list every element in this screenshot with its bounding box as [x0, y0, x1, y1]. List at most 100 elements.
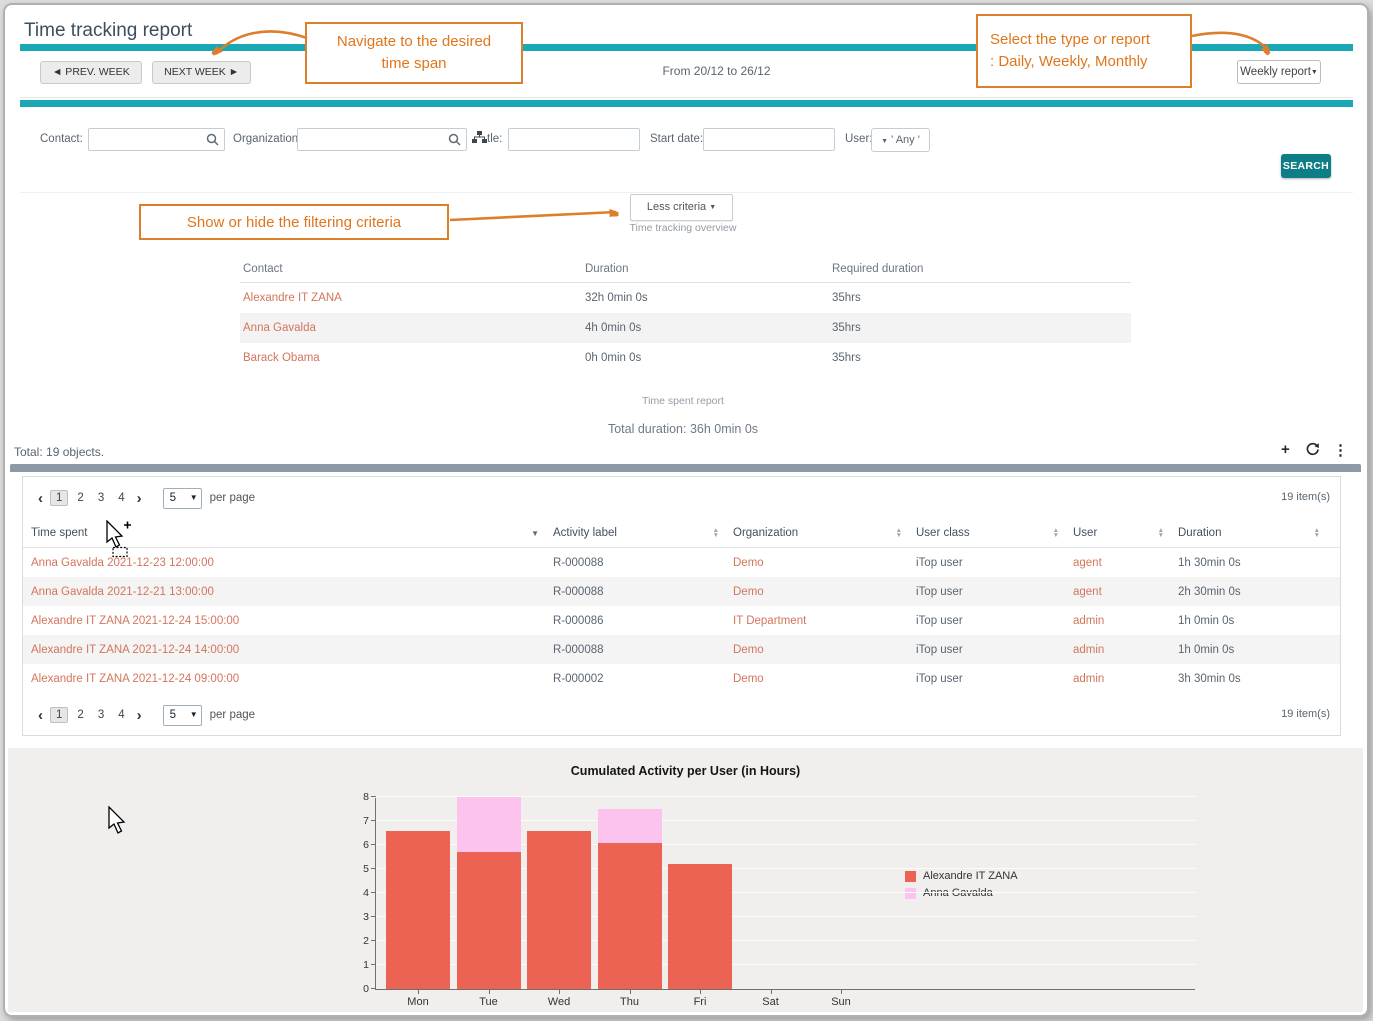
contact-link[interactable]: Alexandre IT ZANA — [240, 292, 585, 304]
x-tick-label: Sat — [736, 996, 806, 1008]
duration-cell: 1h 30min 0s — [1178, 557, 1334, 569]
overview-table: Contact Duration Required duration Alexa… — [240, 255, 1131, 373]
toolbar-divider — [20, 97, 1353, 98]
page-button-4[interactable]: 4 — [113, 708, 129, 722]
activity-cell: R-000088 — [553, 586, 733, 598]
time-spent-report-caption: Time spent report — [0, 395, 1366, 407]
user-class-cell: iTop user — [916, 557, 1073, 569]
sort-icon[interactable]: ▲▼ — [896, 528, 902, 538]
contact-link[interactable]: Barack Obama — [240, 352, 585, 364]
page-button-3[interactable]: 3 — [93, 708, 109, 722]
overview-header-required[interactable]: Required duration — [832, 263, 1131, 275]
time-spent-link[interactable]: Alexandre IT ZANA 2021-12-24 15:00:00 — [23, 615, 553, 627]
add-object-button[interactable]: + — [1281, 441, 1290, 458]
y-tick-mark — [371, 988, 376, 989]
annotation-timespan: Navigate to the desired time span — [305, 22, 523, 84]
time-spent-link[interactable]: Alexandre IT ZANA 2021-12-24 14:00:00 — [23, 644, 553, 656]
bar-segment — [457, 852, 521, 989]
page-button-1[interactable]: 1 — [50, 490, 68, 506]
per-page-select[interactable]: 5 — [163, 488, 202, 509]
y-tick-label: 1 — [343, 959, 369, 971]
organization-link[interactable]: Demo — [733, 557, 916, 569]
user-dropdown[interactable]: ▼ ' Any ' — [871, 128, 930, 152]
table-row: Barack Obama 0h 0min 0s 35hrs — [240, 343, 1131, 373]
page-button-2[interactable]: 2 — [72, 491, 88, 505]
bar-segment — [527, 831, 591, 989]
legend-item: Alexandre IT ZANA — [905, 870, 1018, 882]
page-button-3[interactable]: 3 — [93, 491, 109, 505]
time-spent-link[interactable]: Alexandre IT ZANA 2021-12-24 09:00:00 — [23, 673, 553, 685]
bar-segment — [457, 797, 521, 852]
header-user-class[interactable]: User class▲▼ — [916, 527, 1073, 539]
required-duration-value: 35hrs — [832, 322, 1131, 334]
chevron-left-icon[interactable]: ‹ — [35, 707, 46, 724]
chevron-right-icon[interactable]: › — [134, 490, 145, 507]
sort-icon[interactable]: ▲▼ — [1158, 528, 1164, 538]
user-link[interactable]: agent — [1073, 586, 1178, 598]
sort-icon[interactable]: ▲▼ — [1053, 528, 1059, 538]
page-button-4[interactable]: 4 — [113, 491, 129, 505]
user-link[interactable]: admin — [1073, 644, 1178, 656]
start-date-input[interactable] — [703, 128, 835, 151]
chevron-right-icon[interactable]: › — [134, 707, 145, 724]
overview-header-row: Contact Duration Required duration — [240, 255, 1131, 283]
results-table: Time spent▼ Activity label▲▼ Organizatio… — [23, 519, 1340, 693]
per-page-label: per page — [210, 709, 255, 721]
duration-cell: 3h 30min 0s — [1178, 673, 1334, 685]
sort-desc-icon[interactable]: ▼ — [531, 529, 539, 538]
results-header-row: Time spent▼ Activity label▲▼ Organizatio… — [23, 519, 1340, 548]
activity-cell: R-000088 — [553, 644, 733, 656]
per-page-label: per page — [210, 492, 255, 504]
kebab-menu-icon[interactable]: ⋮ — [1333, 441, 1348, 459]
header-activity-label[interactable]: Activity label▲▼ — [553, 527, 733, 539]
chart-legend: Alexandre IT ZANAAnna Gavalda — [905, 870, 1018, 899]
time-spent-link[interactable]: Anna Gavalda 2021-12-21 13:00:00 — [23, 586, 553, 598]
overview-header-duration[interactable]: Duration — [585, 263, 832, 275]
panel-top-bar — [10, 464, 1361, 472]
less-criteria-button[interactable]: Less criteria ▼ — [630, 194, 733, 221]
user-link[interactable]: agent — [1073, 557, 1178, 569]
pager-top: ‹ 1 2 3 4 › 5▼ per page — [35, 487, 255, 509]
organization-link[interactable]: Demo — [733, 586, 916, 598]
organization-input[interactable] — [297, 128, 467, 151]
overview-header-contact[interactable]: Contact — [240, 263, 585, 275]
x-tick-label: Thu — [595, 996, 665, 1008]
chart-plot-area: 012345678MonTueWedThuFriSatSun — [375, 798, 1195, 990]
search-button[interactable]: SEARCH — [1281, 154, 1331, 178]
report-type-dropdown[interactable]: Weekly report▼ — [1237, 60, 1321, 84]
organization-link[interactable]: Demo — [733, 644, 916, 656]
organization-link[interactable]: Demo — [733, 673, 916, 685]
time-spent-link[interactable]: Anna Gavalda 2021-12-23 12:00:00 — [23, 557, 553, 569]
header-time-spent[interactable]: Time spent▼ — [23, 527, 553, 539]
chart-title: Cumulated Activity per User (in Hours) — [8, 764, 1363, 778]
header-user[interactable]: User▲▼ — [1073, 527, 1178, 539]
user-link[interactable]: admin — [1073, 673, 1178, 685]
sort-icon[interactable]: ▲▼ — [713, 528, 719, 538]
x-tick-mark — [559, 989, 560, 994]
search-icon — [448, 133, 461, 151]
sort-icon[interactable]: ▲▼ — [1314, 528, 1320, 538]
header-duration[interactable]: Duration▲▼ — [1178, 527, 1334, 539]
per-page-select[interactable]: 5 — [163, 705, 202, 726]
contact-input[interactable] — [88, 128, 225, 151]
chevron-down-icon: ▼ — [709, 204, 716, 211]
less-criteria-label: Less criteria — [647, 201, 706, 213]
user-link[interactable]: admin — [1073, 615, 1178, 627]
page-button-1[interactable]: 1 — [50, 707, 68, 723]
y-tick-label: 5 — [343, 863, 369, 875]
hierarchy-icon[interactable] — [472, 131, 487, 149]
chevron-left-icon[interactable]: ‹ — [35, 490, 46, 507]
header-organization[interactable]: Organization▲▼ — [733, 527, 916, 539]
table-row: Alexandre IT ZANA 32h 0min 0s 35hrs — [240, 283, 1131, 313]
page-button-2[interactable]: 2 — [72, 708, 88, 722]
table-row: Alexandre IT ZANA 2021-12-24 14:00:00 R-… — [23, 635, 1340, 664]
contact-link[interactable]: Anna Gavalda — [240, 322, 585, 334]
required-duration-value: 35hrs — [832, 352, 1131, 364]
refresh-icon[interactable] — [1305, 442, 1320, 461]
x-tick-mark — [771, 989, 772, 994]
x-tick-mark — [489, 989, 490, 994]
title-input[interactable] — [508, 128, 640, 151]
organization-link[interactable]: IT Department — [733, 615, 916, 627]
x-tick-label: Fri — [665, 996, 735, 1008]
filter-divider — [20, 192, 1353, 193]
